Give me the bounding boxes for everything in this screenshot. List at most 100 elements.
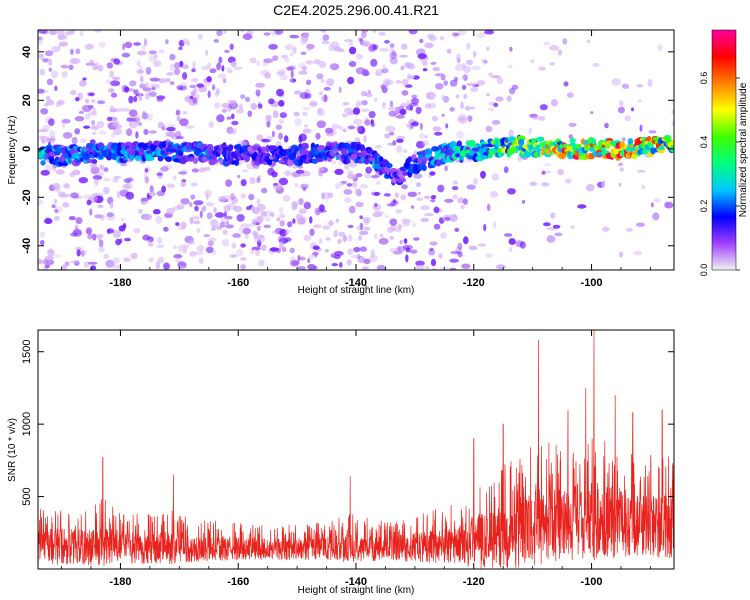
noise-cell xyxy=(240,179,247,187)
noise-cell xyxy=(82,77,87,81)
noise-cell xyxy=(389,218,398,226)
noise-cell xyxy=(480,170,486,179)
noise-cell xyxy=(50,135,55,144)
noise-cell xyxy=(486,203,491,211)
noise-cell xyxy=(248,193,255,201)
noise-cell xyxy=(62,201,70,208)
noise-cell xyxy=(389,247,399,253)
noise-cell xyxy=(48,58,53,66)
signal-cell xyxy=(407,156,413,163)
snr-panel: -180 -160 -140 -120 -100 500 1000 1500 Height … xyxy=(7,329,675,596)
noise-cell xyxy=(38,88,45,94)
noise-cell xyxy=(363,135,367,143)
noise-cell xyxy=(88,111,98,116)
noise-cell xyxy=(75,224,79,231)
noise-cell xyxy=(54,254,61,258)
noise-cell xyxy=(408,30,418,35)
noise-cell xyxy=(357,256,366,263)
noise-cell xyxy=(453,76,459,82)
signal-cell xyxy=(658,146,665,151)
noise-cell xyxy=(305,60,314,65)
noise-cell xyxy=(347,224,354,229)
noise-cell xyxy=(169,53,176,61)
noise-cell xyxy=(192,215,201,220)
noise-cell xyxy=(84,98,90,104)
noise-cell xyxy=(439,36,445,41)
noise-cell xyxy=(386,203,395,207)
noise-cell xyxy=(557,49,563,56)
noise-cell xyxy=(200,65,210,71)
noise-cell xyxy=(226,116,232,120)
noise-cell xyxy=(223,30,227,35)
noise-cell xyxy=(508,87,516,95)
noise-cell xyxy=(420,217,430,222)
noise-cell xyxy=(224,49,230,54)
noise-cell xyxy=(306,43,315,50)
noise-cell xyxy=(236,249,244,257)
noise-cell xyxy=(297,254,301,262)
noise-cell xyxy=(397,246,406,252)
noise-cell xyxy=(237,174,241,179)
noise-cell xyxy=(455,53,461,61)
noise-cell xyxy=(303,201,311,210)
noise-cell xyxy=(46,99,55,106)
noise-cell xyxy=(122,222,127,229)
signal-cell xyxy=(266,158,273,164)
noise-cell xyxy=(38,259,44,265)
noise-cell xyxy=(292,46,297,54)
noise-cell xyxy=(343,197,352,203)
noise-cell xyxy=(327,192,334,199)
noise-cell xyxy=(99,130,107,135)
noise-cell xyxy=(240,243,246,248)
signal-cell xyxy=(67,156,72,164)
noise-cell xyxy=(364,219,369,226)
noise-cell xyxy=(240,94,246,99)
noise-cell xyxy=(150,83,160,89)
noise-cell xyxy=(457,197,465,204)
noise-cell xyxy=(227,99,237,104)
noise-cell xyxy=(142,87,152,92)
signal-cell xyxy=(589,147,594,152)
noise-cell xyxy=(145,81,149,89)
noise-cell xyxy=(443,95,450,103)
noise-cell xyxy=(405,254,409,263)
noise-cell xyxy=(279,207,284,213)
noise-cell xyxy=(181,64,189,70)
noise-cell xyxy=(309,228,315,236)
spectrogram-x-tick-label: -160 xyxy=(227,277,249,289)
noise-cell xyxy=(79,138,87,143)
noise-cell xyxy=(121,52,131,58)
signal-cell xyxy=(192,157,199,165)
noise-cell xyxy=(240,264,247,270)
snr-x-tick-label: -100 xyxy=(581,576,603,588)
noise-cell xyxy=(89,162,98,169)
noise-cell xyxy=(90,166,100,175)
noise-cell xyxy=(78,177,89,184)
noise-cell xyxy=(228,101,239,110)
noise-cell xyxy=(356,254,361,259)
noise-cell xyxy=(189,217,194,225)
noise-cell xyxy=(206,212,213,220)
noise-cell xyxy=(222,195,232,202)
noise-cell xyxy=(601,180,606,188)
noise-cell xyxy=(554,232,563,237)
noise-cell xyxy=(368,111,376,119)
noise-cell xyxy=(302,128,312,134)
noise-cell xyxy=(457,30,467,36)
noise-cell xyxy=(92,175,103,180)
noise-cell xyxy=(619,167,624,172)
noise-cell xyxy=(282,246,287,253)
noise-cell xyxy=(347,174,357,180)
noise-cell xyxy=(406,100,411,105)
noise-cell xyxy=(636,83,644,88)
noise-cell xyxy=(482,58,487,66)
noise-cell xyxy=(456,130,464,139)
noise-cell xyxy=(99,239,104,248)
noise-cell xyxy=(625,227,633,232)
noise-cell xyxy=(432,126,442,132)
noise-cell xyxy=(166,72,174,76)
signal-cell xyxy=(340,147,348,155)
noise-cell xyxy=(342,235,348,242)
noise-cell xyxy=(454,227,460,232)
noise-cell xyxy=(220,216,230,223)
